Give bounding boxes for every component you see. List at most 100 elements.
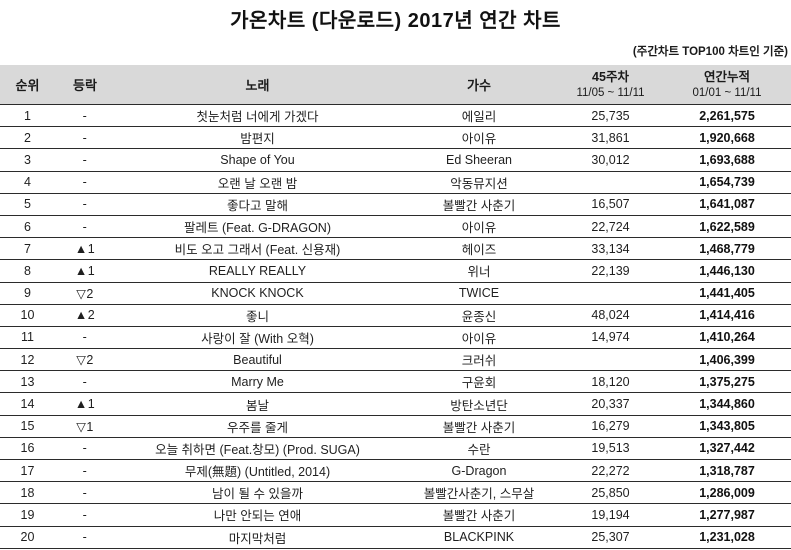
song-title-cell: 팔레트 (Feat. G-DRAGON) (183, 221, 331, 236)
cumulative-downloads-cell: 1,654,739 (699, 175, 755, 190)
cumulative-downloads-cell: 1,920,668 (699, 130, 755, 145)
song-title-cell: 오랜 날 오랜 밤 (217, 176, 298, 191)
table-row: 14 ▲1 봄날 방탄소년단 20,337 1,344,860 (0, 393, 791, 416)
song-title-cell: 좋니 (245, 309, 269, 324)
song-title-cell: REALLY REALLY (208, 263, 307, 278)
table-row: 2 - 밤편지 아이유 31,861 1,920,668 (0, 127, 791, 150)
rank-cell: 7 (24, 241, 31, 256)
song-title-cell: 나만 안되는 연애 (213, 509, 302, 524)
rank-change-cell: - (82, 175, 88, 190)
rank-change-cell: - (82, 441, 88, 456)
rank-change-cell: - (82, 507, 88, 522)
rank-change-cell: ▽2 (76, 286, 94, 301)
cumulative-downloads-cell: 1,286,009 (699, 485, 755, 500)
cumulative-downloads-cell: 1,344,860 (699, 397, 755, 412)
song-title-cell: 무제(無題) (Untitled, 2014) (184, 465, 331, 480)
table-row: 10 ▲2 좋니 윤종신 48,024 1,414,416 (0, 304, 791, 327)
cumulative-downloads-cell: 1,231,028 (699, 530, 755, 545)
rank-change-cell: ▲1 (74, 397, 96, 412)
rank-cell: 5 (24, 197, 31, 212)
rank-cell: 13 (20, 374, 35, 389)
table-body: 1 - 첫눈처럼 너에게 가겠다 에일리 25,735 2,261,575 2 … (0, 105, 791, 549)
table-row: 13 - Marry Me 구윤회 18,120 1,375,275 (0, 371, 791, 394)
cumulative-downloads-cell: 1,343,805 (699, 419, 755, 434)
song-title-cell: 우주를 줄게 (227, 420, 288, 435)
rank-change-cell: ▽1 (76, 419, 94, 434)
song-title-cell: 첫눈처럼 너에게 가겠다 (196, 110, 319, 125)
rank-change-cell: - (82, 108, 88, 123)
header-rank: 순위 (15, 78, 40, 93)
rank-change-cell: - (82, 330, 88, 345)
cumulative-downloads-cell: 1,441,405 (699, 286, 755, 301)
page-title: 가온차트 (다운로드) 2017년 연간 차트 (230, 10, 561, 32)
weekly-downloads-cell: 22,724 (591, 219, 630, 234)
rank-cell: 18 (20, 485, 35, 500)
table-row: 15 ▽1 우주를 줄게 볼빨간 사춘기 16,279 1,343,805 (0, 415, 791, 438)
table-row: 19 - 나만 안되는 연애 볼빨간 사춘기 19,194 1,277,987 (0, 504, 791, 527)
cumulative-downloads-cell: 1,693,688 (699, 152, 755, 167)
header-cumulative-label: 연간누적 (703, 69, 750, 84)
rank-cell: 8 (24, 263, 31, 278)
rank-cell: 1 (24, 108, 31, 123)
table-row: 6 - 팔레트 (Feat. G-DRAGON) 아이유 22,724 1,62… (0, 215, 791, 239)
header-weekly-period: 11/05 ~ 11/11 (576, 86, 645, 99)
weekly-downloads-cell: 33,134 (591, 241, 630, 256)
table-row: 16 - 오늘 취하면 (Feat.창모) (Prod. SUGA) 수란 19… (0, 437, 791, 460)
song-title-cell: 봄날 (245, 398, 269, 413)
chart-basis-note: (주간차트 TOP100 차트인 기준) (632, 46, 788, 58)
artist-cell: Ed Sheeran (445, 152, 513, 167)
artist-cell: 구윤회 (461, 376, 497, 391)
rank-change-cell: - (82, 530, 88, 545)
header-cumulative-period: 01/01 ~ 11/11 (692, 86, 762, 99)
song-title-cell: 좋다고 말해 (227, 198, 288, 213)
song-title-cell: 비도 오고 그래서 (Feat. 신용재) (174, 243, 341, 258)
header-artist: 가수 (467, 78, 491, 93)
rank-change-cell: ▲2 (74, 308, 96, 323)
artist-cell: 아이유 (461, 132, 497, 147)
artist-cell: G-Dragon (451, 463, 507, 478)
weekly-downloads-cell: 20,337 (591, 397, 630, 412)
rank-change-cell: - (82, 130, 88, 145)
artist-cell: 방탄소년단 (450, 398, 508, 413)
song-title-cell: 밤편지 (240, 132, 275, 147)
rank-cell: 12 (20, 352, 35, 367)
artist-cell: 에일리 (461, 110, 497, 125)
header-cumulative: 연간누적 01/01 ~ 11/11 (663, 65, 791, 104)
rank-change-cell: - (82, 463, 88, 478)
table-row: 20 - 마지막처럼 BLACKPINK 25,307 1,231,028 (0, 526, 791, 549)
weekly-downloads-cell: 25,735 (591, 108, 630, 123)
weekly-downloads-cell: 22,139 (591, 263, 630, 278)
artist-cell: 볼빨간사춘기, 스무살 (423, 487, 535, 502)
cumulative-downloads-cell: 1,327,442 (699, 441, 755, 456)
weekly-downloads-cell: 31,861 (591, 130, 630, 145)
table-row: 4 - 오랜 날 오랜 밤 악동뮤지션 1,654,739 (0, 171, 791, 194)
artist-cell: 악동뮤지션 (450, 176, 508, 191)
rank-cell: 20 (20, 530, 35, 545)
rank-cell: 15 (20, 419, 35, 434)
weekly-downloads-cell: 30,012 (591, 152, 630, 167)
rank-cell: 9 (24, 286, 31, 301)
weekly-downloads-cell: 25,307 (591, 530, 630, 545)
cumulative-downloads-cell: 1,468,779 (699, 241, 755, 256)
cumulative-downloads-cell: 2,261,575 (699, 108, 755, 123)
cumulative-downloads-cell: 1,622,589 (699, 219, 755, 234)
artist-cell: 수란 (467, 442, 491, 457)
rank-change-cell: ▲1 (74, 263, 96, 278)
table-header-row: 순위 등락 노래 가수 45주차 11/05 ~ 11/11 연간누적 01/0… (0, 65, 791, 105)
artist-cell: 헤이즈 (461, 243, 497, 258)
header-song: 노래 (245, 78, 270, 93)
artist-cell: 볼빨간 사춘기 (442, 198, 516, 213)
rank-cell: 19 (20, 507, 35, 522)
chart-table: 순위 등락 노래 가수 45주차 11/05 ~ 11/11 연간누적 01/0… (0, 65, 791, 549)
header-change: 등락 (73, 78, 97, 93)
rank-change-cell: ▽2 (76, 353, 94, 368)
rank-cell: 16 (20, 441, 35, 456)
rank-cell: 2 (24, 130, 31, 145)
rank-change-cell: - (82, 197, 88, 212)
rank-cell: 4 (24, 175, 31, 190)
table-row: 9 ▽2 KNOCK KNOCK TWICE 1,441,405 (0, 282, 791, 305)
header-weekly-label: 45주차 (592, 69, 629, 84)
rank-change-cell: - (82, 374, 88, 389)
table-row: 1 - 첫눈처럼 너에게 가겠다 에일리 25,735 2,261,575 (0, 105, 791, 128)
